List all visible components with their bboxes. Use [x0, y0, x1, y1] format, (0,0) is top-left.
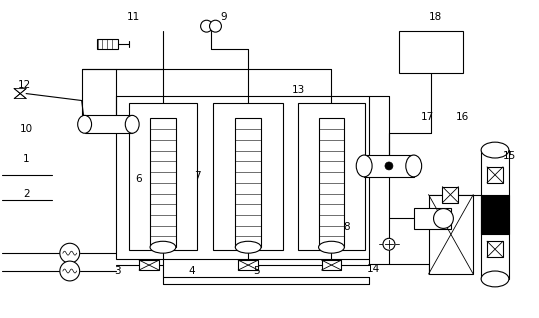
Bar: [85, 115, 132, 133]
Bar: [213, 103, 283, 250]
Ellipse shape: [481, 142, 509, 158]
Circle shape: [383, 238, 395, 250]
Ellipse shape: [78, 115, 92, 133]
Ellipse shape: [481, 271, 509, 287]
Text: 5: 5: [253, 266, 259, 276]
Text: 1: 1: [23, 154, 30, 164]
Circle shape: [210, 20, 222, 32]
Bar: [487, 167, 503, 183]
Circle shape: [385, 162, 393, 170]
Ellipse shape: [356, 155, 372, 177]
Ellipse shape: [319, 241, 344, 253]
Text: 15: 15: [503, 151, 516, 161]
Bar: [139, 260, 159, 270]
Bar: [238, 260, 258, 270]
Bar: [298, 103, 365, 250]
Text: 2: 2: [23, 189, 30, 199]
Text: 4: 4: [189, 266, 195, 276]
Bar: [429, 195, 473, 274]
Text: 7: 7: [194, 171, 201, 181]
Bar: [319, 118, 344, 247]
Text: 16: 16: [457, 112, 469, 122]
Text: 8: 8: [344, 222, 350, 232]
Bar: [96, 39, 119, 49]
Bar: [487, 241, 503, 257]
Ellipse shape: [406, 155, 421, 177]
Bar: [322, 260, 341, 270]
Circle shape: [60, 261, 80, 281]
Bar: [443, 187, 458, 203]
Text: 10: 10: [20, 124, 33, 134]
Bar: [129, 103, 197, 250]
Text: 18: 18: [429, 11, 442, 22]
Text: 14: 14: [367, 264, 381, 274]
Bar: [150, 118, 176, 247]
Ellipse shape: [125, 115, 139, 133]
Text: 9: 9: [221, 11, 227, 22]
Circle shape: [60, 243, 80, 263]
Bar: [364, 155, 414, 177]
Text: 11: 11: [127, 11, 140, 22]
Text: 6: 6: [135, 175, 142, 184]
Bar: [481, 195, 509, 234]
Ellipse shape: [150, 241, 176, 253]
Text: 3: 3: [114, 266, 121, 276]
Bar: [481, 150, 509, 279]
Text: 17: 17: [420, 112, 434, 122]
Circle shape: [433, 209, 453, 228]
Text: 13: 13: [292, 85, 306, 95]
Bar: [414, 208, 451, 229]
Bar: [236, 118, 261, 247]
Bar: [399, 31, 464, 73]
Circle shape: [201, 20, 212, 32]
Ellipse shape: [236, 241, 261, 253]
Text: 12: 12: [18, 80, 31, 90]
Bar: [116, 96, 369, 259]
